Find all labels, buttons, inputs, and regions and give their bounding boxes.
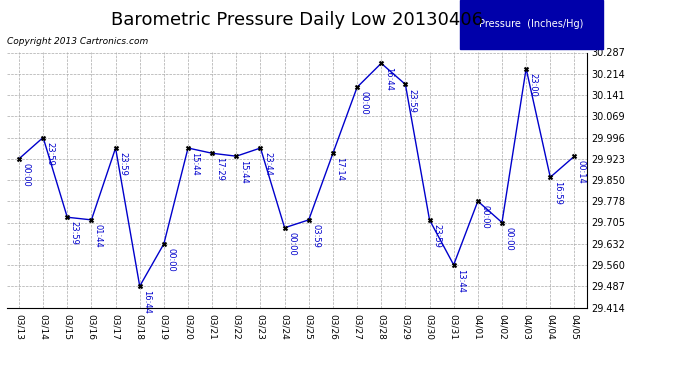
Text: 00:00: 00:00 xyxy=(359,92,368,115)
Point xyxy=(207,150,218,156)
Text: 17:14: 17:14 xyxy=(335,158,344,182)
Point xyxy=(328,150,339,156)
Text: 23:59: 23:59 xyxy=(408,88,417,112)
Text: 23:44: 23:44 xyxy=(263,152,272,176)
Text: 23:59: 23:59 xyxy=(46,142,55,165)
Point xyxy=(400,81,411,87)
Point xyxy=(448,262,460,268)
Point xyxy=(255,145,266,151)
Text: 00:00: 00:00 xyxy=(504,226,513,251)
Point xyxy=(520,66,531,72)
Text: 15:44: 15:44 xyxy=(239,160,248,184)
Text: 00:00: 00:00 xyxy=(21,163,30,187)
Point xyxy=(545,174,556,180)
Text: 01:44: 01:44 xyxy=(94,224,103,248)
Text: 16:59: 16:59 xyxy=(553,182,562,205)
Text: 00:00: 00:00 xyxy=(287,232,296,256)
Point xyxy=(303,217,314,223)
Point xyxy=(14,156,25,162)
Point xyxy=(351,84,363,90)
Point xyxy=(569,153,580,159)
Text: 00:00: 00:00 xyxy=(166,248,175,272)
Text: 13:44: 13:44 xyxy=(456,269,465,293)
Text: 17:29: 17:29 xyxy=(215,158,224,182)
Text: 03:59: 03:59 xyxy=(311,224,320,248)
Point xyxy=(472,198,483,204)
Point xyxy=(182,145,193,151)
Text: 23:59: 23:59 xyxy=(118,152,127,176)
Point xyxy=(230,153,241,159)
Point xyxy=(62,214,73,220)
Point xyxy=(424,217,435,223)
Text: 23:00: 23:00 xyxy=(529,73,538,97)
Text: 15:44: 15:44 xyxy=(190,152,199,176)
Point xyxy=(134,283,145,289)
Point xyxy=(279,225,290,231)
Point xyxy=(375,60,386,66)
Text: Copyright 2013 Cartronics.com: Copyright 2013 Cartronics.com xyxy=(7,38,148,46)
Text: 23:59: 23:59 xyxy=(432,224,441,248)
Point xyxy=(37,135,48,141)
Point xyxy=(497,219,508,225)
Point xyxy=(110,145,121,151)
Text: 00:14: 00:14 xyxy=(577,160,586,184)
Point xyxy=(86,217,97,223)
Text: Barometric Pressure Daily Low 20130406: Barometric Pressure Daily Low 20130406 xyxy=(110,11,483,29)
Text: 00:00: 00:00 xyxy=(480,206,489,229)
Point xyxy=(158,241,169,247)
Text: 16:44: 16:44 xyxy=(384,68,393,92)
Text: Pressure  (Inches/Hg): Pressure (Inches/Hg) xyxy=(480,20,584,29)
Text: 23:59: 23:59 xyxy=(70,221,79,245)
Text: 16:44: 16:44 xyxy=(142,290,151,314)
